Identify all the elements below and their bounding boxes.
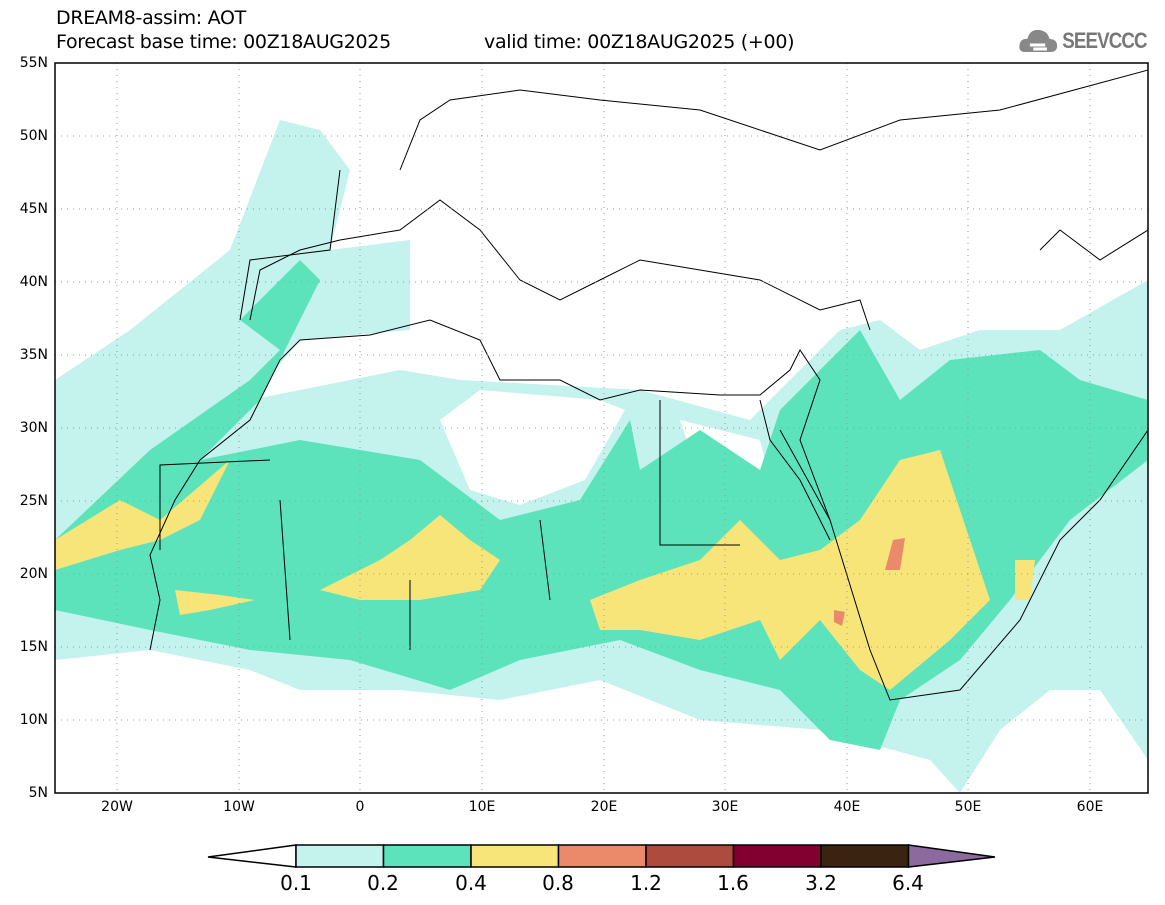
lat-label: 40N: [19, 274, 48, 290]
colorbar-label: 3.2: [805, 871, 837, 895]
lon-label: 20E: [590, 799, 618, 815]
valid-time: valid time: 00Z18AUG2025 (+00): [484, 31, 795, 53]
grid-lines: [55, 63, 1148, 793]
colorbar-label: 0.2: [367, 871, 399, 895]
seevccc-logo: SEEVCCC: [1018, 26, 1148, 56]
colorbar-label: 1.2: [630, 871, 662, 895]
lon-label: 10E: [468, 799, 496, 815]
lat-label: 5N: [28, 785, 48, 801]
lat-label: 50N: [19, 128, 48, 144]
coastlines: [149, 69, 1148, 701]
colorbar: [207, 844, 996, 868]
lat-label: 25N: [19, 493, 48, 509]
colorbar-label: 1.6: [717, 871, 749, 895]
aot-contour-0.4-0.8: [55, 450, 1035, 690]
lon-label: 50E: [954, 799, 982, 815]
aot-contour-0.8-1.2: [834, 538, 905, 626]
map-title: DREAM8-assim: AOT: [56, 7, 246, 29]
lat-label: 20N: [19, 566, 48, 582]
lat-label: 15N: [19, 639, 48, 655]
logo-text: SEEVCCC: [1062, 28, 1147, 53]
lon-label: 10W: [223, 799, 255, 815]
lat-label: 45N: [19, 201, 48, 217]
lon-label: 0: [355, 799, 365, 815]
cloud-icon: [1019, 29, 1058, 52]
lat-label: 55N: [19, 55, 48, 71]
lon-label: 20W: [101, 799, 133, 815]
colorbar-label: 6.4: [892, 871, 924, 895]
map-frame: [54, 62, 1149, 794]
lat-label: 10N: [19, 712, 48, 728]
lon-label: 40E: [833, 799, 861, 815]
lat-label: 30N: [19, 420, 48, 436]
colorbar-label: 0.8: [542, 871, 574, 895]
colorbar-label: 0.4: [455, 871, 487, 895]
forecast-base-time: Forecast base time: 00Z18AUG2025: [56, 31, 391, 53]
lon-label: 30E: [711, 799, 739, 815]
colorbar-label: 0.1: [280, 871, 312, 895]
lat-label: 35N: [19, 347, 48, 363]
lon-label: 60E: [1076, 799, 1104, 815]
